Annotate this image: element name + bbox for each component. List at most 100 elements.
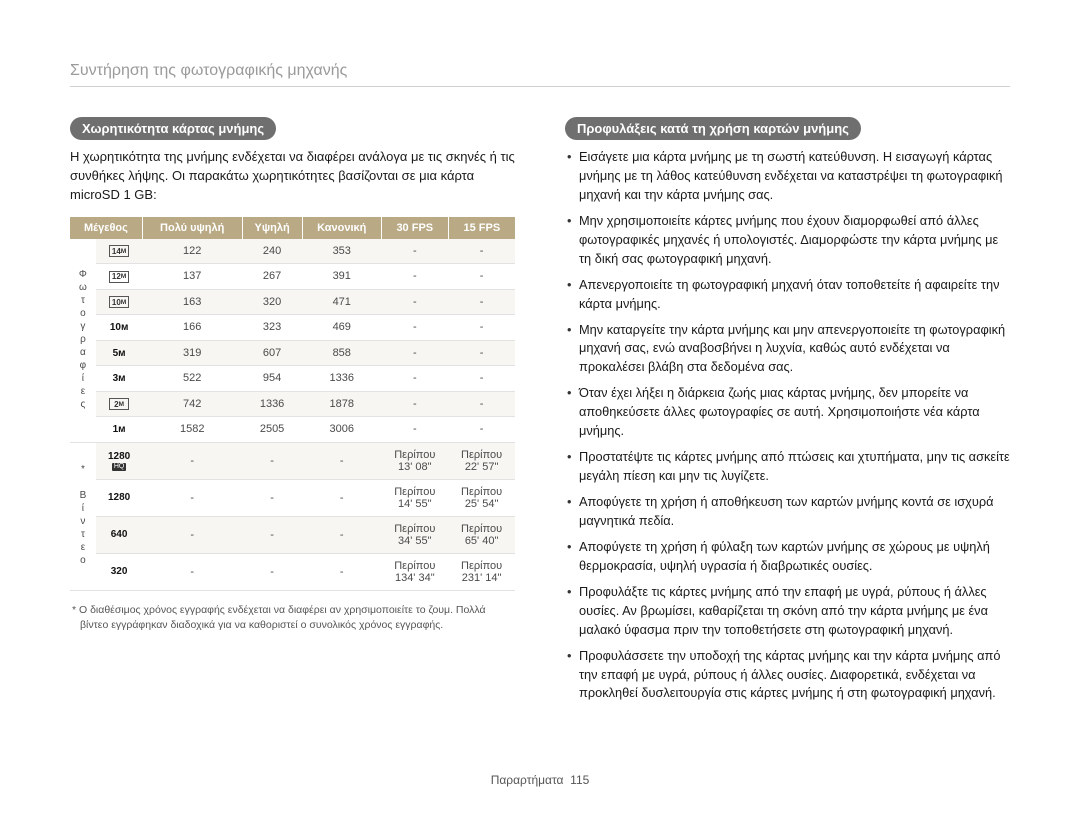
value-cell: 323 (242, 315, 302, 341)
value-cell: - (242, 442, 302, 479)
capacity-footnote: * Ο διαθέσιμος χρόνος εγγραφής ενδέχεται… (70, 603, 515, 633)
th-30fps: 30 FPS (381, 217, 448, 239)
precautions-list: Εισάγετε μια κάρτα μνήμης με τη σωστή κα… (565, 148, 1010, 703)
table-row: 10M163320471-- (70, 289, 515, 315)
size-cell: 3ᴍ (96, 366, 143, 392)
value-cell: - (381, 366, 448, 392)
list-item: Εισάγετε μια κάρτα μνήμης με τη σωστή κα… (565, 148, 1010, 205)
value-cell: - (302, 479, 381, 516)
size-cell: 14M (96, 239, 143, 264)
list-item: Προφυλάσσετε την υποδοχή της κάρτας μνήμ… (565, 647, 1010, 704)
value-cell: 1336 (302, 366, 381, 392)
value-cell: 1582 (142, 417, 242, 443)
table-header-row: Μέγεθος Πολύ υψηλή Υψηλή Κανονική 30 FPS… (70, 217, 515, 239)
left-column: Χωρητικότητα κάρτας μνήμης Η χωρητικότητ… (70, 117, 515, 710)
value-cell: - (242, 553, 302, 590)
value-cell: - (448, 340, 515, 366)
value-cell: 320 (242, 289, 302, 315)
value-cell: - (448, 366, 515, 392)
value-cell: - (448, 315, 515, 341)
value-cell: 742 (142, 391, 242, 417)
value-cell: Περίπου 22' 57" (448, 442, 515, 479)
table-row: 640---Περίπου 34' 55"Περίπου 65' 40" (70, 516, 515, 553)
page-title: Συντήρηση της φωτογραφικής μηχανής (70, 62, 1010, 87)
size-cell: 1280HQ (96, 442, 143, 479)
value-cell: Περίπου 65' 40" (448, 516, 515, 553)
table-row: 1280---Περίπου 14' 55"Περίπου 25' 54" (70, 479, 515, 516)
table-row: 320---Περίπου 134' 34"Περίπου 231' 14" (70, 553, 515, 590)
value-cell: 163 (142, 289, 242, 315)
value-cell: 267 (242, 264, 302, 290)
footer-page-num: 115 (570, 773, 589, 787)
photos-label: Φωτογραφίες (70, 239, 96, 443)
value-cell: 166 (142, 315, 242, 341)
value-cell: - (381, 417, 448, 443)
value-cell: - (302, 516, 381, 553)
size-cell: 1280 (96, 479, 143, 516)
list-item: Απενεργοποιείτε τη φωτογραφική μηχανή ότ… (565, 276, 1010, 314)
right-column: Προφυλάξεις κατά τη χρήση καρτών μνήμης … (565, 117, 1010, 710)
th-15fps: 15 FPS (448, 217, 515, 239)
value-cell: 240 (242, 239, 302, 264)
list-item: Αποφύγετε τη χρήση ή αποθήκευση των καρτ… (565, 493, 1010, 531)
value-cell: - (448, 417, 515, 443)
video-label: * Βίντεο (70, 442, 96, 590)
table-row: * Βίντεο1280HQ---Περίπου 13' 08"Περίπου … (70, 442, 515, 479)
capacity-intro: Η χωρητικότητα της μνήμης ενδέχεται να δ… (70, 148, 515, 205)
value-cell: - (302, 442, 381, 479)
size-cell: 640 (96, 516, 143, 553)
value-cell: Περίπου 134' 34" (381, 553, 448, 590)
value-cell: - (381, 239, 448, 264)
value-cell: - (448, 264, 515, 290)
value-cell: Περίπου 34' 55" (381, 516, 448, 553)
size-cell: 1ᴍ (96, 417, 143, 443)
list-item: Όταν έχει λήξει η διάρκεια ζωής μιας κάρ… (565, 384, 1010, 441)
value-cell: 607 (242, 340, 302, 366)
value-cell: 137 (142, 264, 242, 290)
value-cell: 122 (142, 239, 242, 264)
size-cell: 320 (96, 553, 143, 590)
size-cell: 12M (96, 264, 143, 290)
value-cell: 3006 (302, 417, 381, 443)
value-cell: - (381, 315, 448, 341)
value-cell: - (142, 479, 242, 516)
value-cell: Περίπου 14' 55" (381, 479, 448, 516)
value-cell: 954 (242, 366, 302, 392)
capacity-table: Μέγεθος Πολύ υψηλή Υψηλή Κανονική 30 FPS… (70, 217, 515, 591)
value-cell: 353 (302, 239, 381, 264)
value-cell: Περίπου 231' 14" (448, 553, 515, 590)
value-cell: - (242, 516, 302, 553)
th-very-high: Πολύ υψηλή (142, 217, 242, 239)
footer-label: Παραρτήματα (491, 773, 564, 787)
size-cell: 10M (96, 289, 143, 315)
value-cell: - (448, 289, 515, 315)
value-cell: - (448, 391, 515, 417)
list-item: Μην χρησιμοποιείτε κάρτες μνήμης που έχο… (565, 212, 1010, 269)
precautions-heading: Προφυλάξεις κατά τη χρήση καρτών μνήμης (565, 117, 861, 140)
size-cell: 2M (96, 391, 143, 417)
value-cell: 391 (302, 264, 381, 290)
value-cell: 2505 (242, 417, 302, 443)
size-cell: 5ᴍ (96, 340, 143, 366)
list-item: Προφυλάξτε τις κάρτες μνήμης από την επα… (565, 583, 1010, 640)
size-cell: 10ᴍ (96, 315, 143, 341)
value-cell: - (381, 264, 448, 290)
value-cell: - (381, 391, 448, 417)
page-footer: Παραρτήματα 115 (0, 773, 1080, 787)
table-row: 12M137267391-- (70, 264, 515, 290)
value-cell: 319 (142, 340, 242, 366)
value-cell: - (242, 479, 302, 516)
value-cell: 469 (302, 315, 381, 341)
value-cell: - (142, 516, 242, 553)
table-row: 5ᴍ319607858-- (70, 340, 515, 366)
capacity-heading: Χωρητικότητα κάρτας μνήμης (70, 117, 276, 140)
th-size: Μέγεθος (70, 217, 142, 239)
list-item: Μην καταργείτε την κάρτα μνήμης και μην … (565, 321, 1010, 378)
value-cell: - (381, 289, 448, 315)
table-row: 10ᴍ166323469-- (70, 315, 515, 341)
list-item: Προστατέψτε τις κάρτες μνήμης από πτώσει… (565, 448, 1010, 486)
value-cell: - (448, 239, 515, 264)
table-row: 3ᴍ5229541336-- (70, 366, 515, 392)
value-cell: - (142, 442, 242, 479)
value-cell: Περίπου 13' 08" (381, 442, 448, 479)
